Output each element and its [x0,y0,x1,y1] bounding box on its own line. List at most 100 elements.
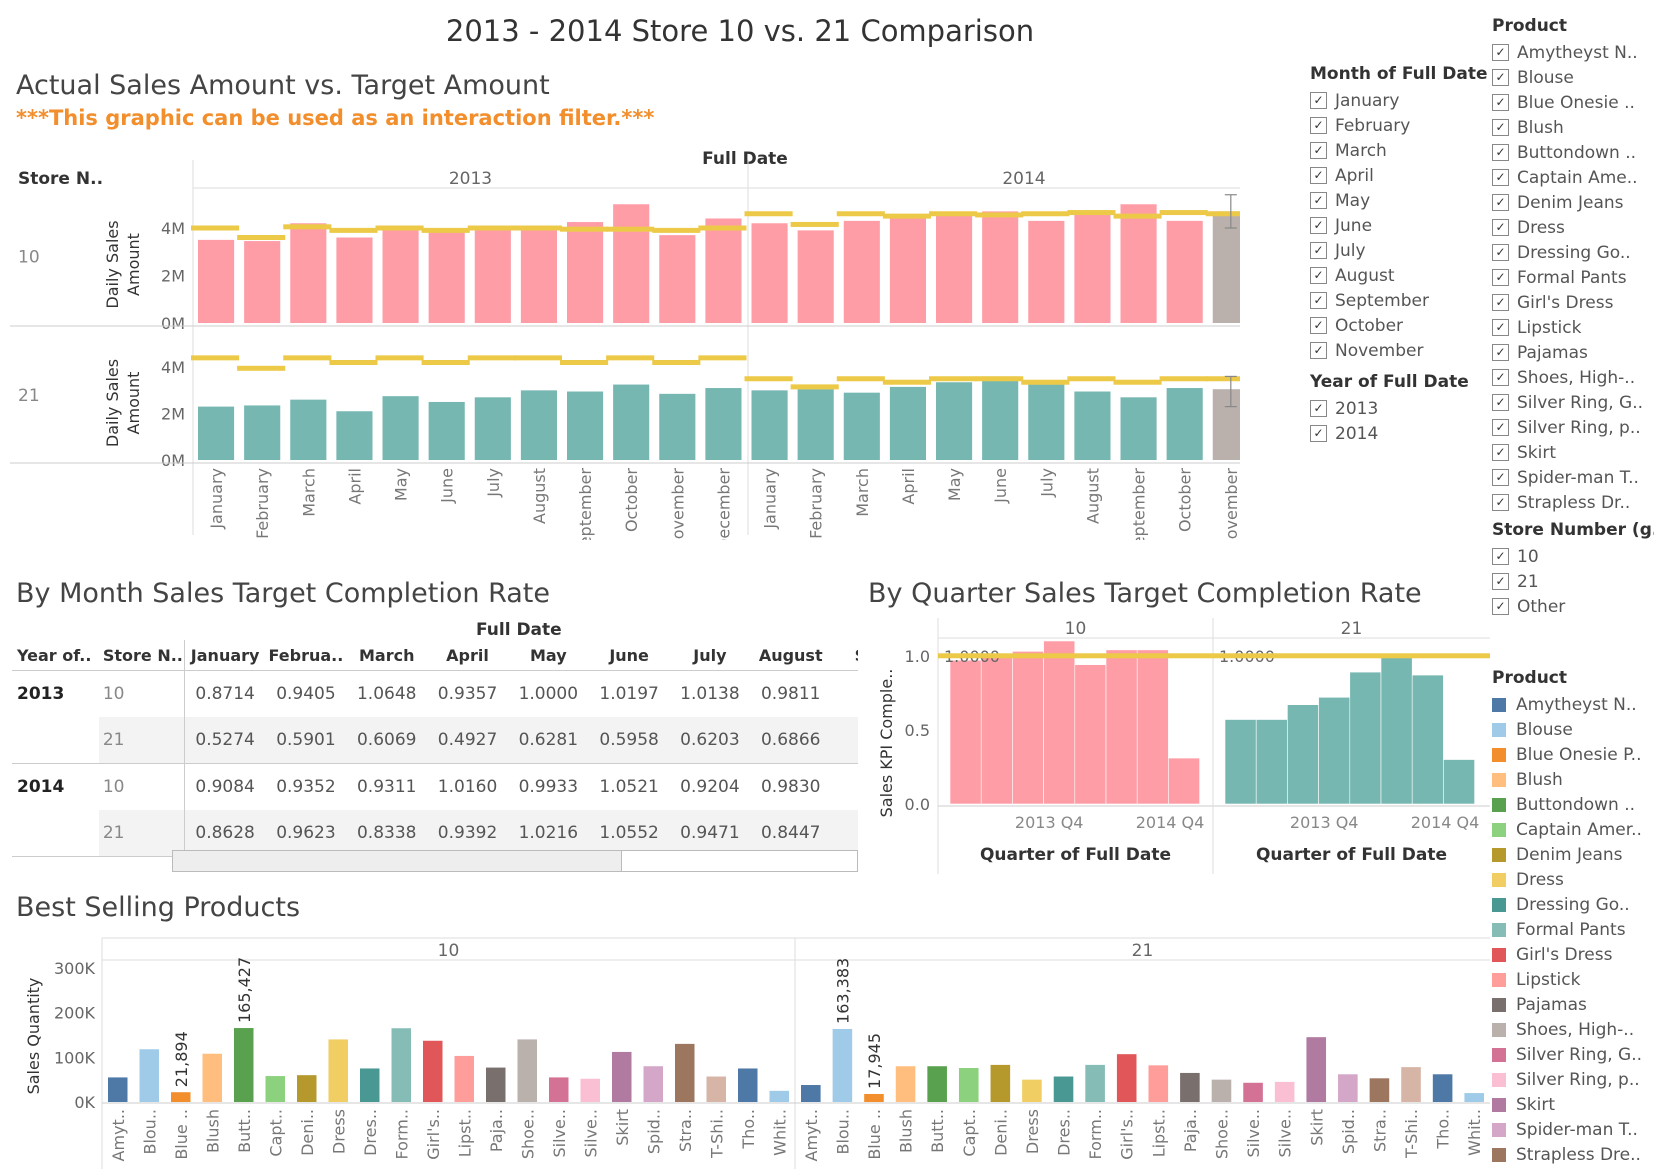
checkbox-checked-icon[interactable]: ✓ [1492,194,1509,211]
checkbox-checked-icon[interactable]: ✓ [1492,573,1509,590]
checkbox-checked-icon[interactable]: ✓ [1310,167,1327,184]
month-filter-option[interactable]: ✓ January [1310,88,1485,113]
product-filter-option[interactable]: ✓ Blouse [1492,65,1654,90]
product-filter-option[interactable]: ✓ Lipstick [1492,315,1654,340]
product-filter-option[interactable]: ✓ Dressing Go.. [1492,240,1654,265]
table-horizontal-scrollbar[interactable] [172,850,858,872]
checkbox-checked-icon[interactable]: ✓ [1310,217,1327,234]
checkbox-checked-icon[interactable]: ✓ [1492,294,1509,311]
store-filter[interactable]: Store Number (g.. ✓ 10 ✓ 21 ✓ Other [1492,520,1654,619]
legend-item: Formal Pants [1492,917,1654,942]
actual-bar [1120,204,1157,323]
product-tick-label: Form.. [1086,1109,1105,1159]
checkbox-checked-icon[interactable]: ✓ [1310,192,1327,209]
quarter-x-label: Quarter of Full Date [1256,845,1447,865]
checkbox-checked-icon[interactable]: ✓ [1492,469,1509,486]
by-quarter-chart[interactable]: Sales KPI Comple..0.00.51.0101.00002013 … [870,618,1490,880]
checkbox-checked-icon[interactable]: ✓ [1492,69,1509,86]
checkbox-checked-icon[interactable]: ✓ [1492,369,1509,386]
product-filter-option[interactable]: ✓ Spider-man T.. [1492,465,1654,490]
checkbox-checked-icon[interactable]: ✓ [1310,292,1327,309]
quarter-bar [1411,674,1444,805]
product-filter-option[interactable]: ✓ Denim Jeans [1492,190,1654,215]
checkbox-checked-icon[interactable]: ✓ [1492,119,1509,136]
checkbox-checked-icon[interactable]: ✓ [1310,142,1327,159]
month-filter-option[interactable]: ✓ April [1310,163,1485,188]
checkbox-checked-icon[interactable]: ✓ [1492,394,1509,411]
scrollbar-thumb[interactable] [173,851,622,871]
checkbox-checked-icon[interactable]: ✓ [1492,319,1509,336]
checkbox-checked-icon[interactable]: ✓ [1492,44,1509,61]
legend-swatch [1492,897,1506,912]
month-filter-option[interactable]: ✓ June [1310,213,1485,238]
product-filter-option[interactable]: ✓ Pajamas [1492,340,1654,365]
checkbox-checked-icon[interactable]: ✓ [1310,267,1327,284]
month-filter-option[interactable]: ✓ October [1310,313,1485,338]
product-filter-option[interactable]: ✓ Silver Ring, G.. [1492,390,1654,415]
checkbox-checked-icon[interactable]: ✓ [1310,242,1327,259]
store-filter-option[interactable]: ✓ Other [1492,594,1654,619]
month-filter-option-label: February [1335,115,1411,136]
checkbox-checked-icon[interactable]: ✓ [1492,244,1509,261]
month-filter[interactable]: Month of Full Date ✓ January ✓ February ✓ Marc… [1310,64,1488,363]
product-filter-option[interactable]: ✓ Skirt [1492,440,1654,465]
checkbox-checked-icon[interactable]: ✓ [1492,219,1509,236]
product-filter-option[interactable]: ✓ Girl's Dress [1492,290,1654,315]
product-filter-option[interactable]: ✓ Captain Ame.. [1492,165,1654,190]
rate-cell: 0.5274 [184,717,266,764]
actual-vs-target-chart[interactable]: Full Date Store N.. 2013 2014 10 Daily Sales A… [0,140,1240,540]
year-filter-option[interactable]: ✓ 2013 [1310,396,1485,421]
product-filter-option[interactable]: ✓ Blue Onesie .. [1492,90,1654,115]
year-filter[interactable]: Year of Full Date ✓ 2013 ✓ 2014 [1310,372,1485,446]
year-filter-option[interactable]: ✓ 2014 [1310,421,1485,446]
best-panel-label: 21 [1132,941,1154,961]
checkbox-checked-icon[interactable]: ✓ [1310,342,1327,359]
product-tick-label: Girl's.. [424,1109,443,1160]
checkbox-checked-icon[interactable]: ✓ [1310,117,1327,134]
target-line [652,360,701,365]
product-filter-option[interactable]: ✓ Buttondown .. [1492,140,1654,165]
checkbox-checked-icon[interactable]: ✓ [1310,400,1327,417]
month-filter-option[interactable]: ✓ August [1310,263,1485,288]
checkbox-checked-icon[interactable]: ✓ [1310,92,1327,109]
product-filter-option[interactable]: ✓ Amytheyst N.. [1492,40,1654,65]
store-filter-option[interactable]: ✓ 21 [1492,569,1654,594]
product-filter-option[interactable]: ✓ Blush [1492,115,1654,140]
dashboard-title: 2013 - 2014 Store 10 vs. 21 Comparison [445,14,1035,48]
by-month-table-wrap[interactable]: Full Date Year of.. Store N.. January Febru… [12,620,858,882]
checkbox-checked-icon[interactable]: ✓ [1492,169,1509,186]
product-tick-label: Lipst.. [455,1109,474,1157]
checkbox-checked-icon[interactable]: ✓ [1310,425,1327,442]
checkbox-checked-icon[interactable]: ✓ [1492,444,1509,461]
product-filter-option[interactable]: ✓ Dress [1492,215,1654,240]
product-filter-option[interactable]: ✓ Silver Ring, p.. [1492,415,1654,440]
legend-swatch [1492,797,1506,812]
y-tick-label: 0M [161,314,185,333]
month-filter-option[interactable]: ✓ July [1310,238,1485,263]
product-filter-option[interactable]: ✓ Shoes, High-.. [1492,365,1654,390]
checkbox-checked-icon[interactable]: ✓ [1492,94,1509,111]
actual-bar [1212,389,1240,460]
product-filter[interactable]: Product ✓ Amytheyst N.. ✓ Blouse ✓ Blue Onesie… [1492,16,1654,515]
checkbox-checked-icon[interactable]: ✓ [1492,269,1509,286]
best-selling-chart[interactable]: Sales Quantity 0K 100K 200K 300K 10 Amyt.. Blou… [0,930,1490,1169]
store-filter-option[interactable]: ✓ 10 [1492,544,1654,569]
legend-item: Blue Onesie P.. [1492,742,1654,767]
product-filter-option[interactable]: ✓ Strapless Dr.. [1492,490,1654,515]
checkbox-checked-icon[interactable]: ✓ [1310,317,1327,334]
product-filter-option[interactable]: ✓ Formal Pants [1492,265,1654,290]
checkbox-checked-icon[interactable]: ✓ [1492,419,1509,436]
product-bar [234,1028,254,1102]
actual-bar [982,211,1019,323]
month-filter-option[interactable]: ✓ May [1310,188,1485,213]
checkbox-checked-icon[interactable]: ✓ [1492,548,1509,565]
checkbox-checked-icon[interactable]: ✓ [1492,144,1509,161]
checkbox-checked-icon[interactable]: ✓ [1492,598,1509,615]
month-filter-option[interactable]: ✓ November [1310,338,1485,363]
month-filter-option[interactable]: ✓ February [1310,113,1485,138]
checkbox-checked-icon[interactable]: ✓ [1492,494,1509,511]
store-cell: 10 [98,670,185,717]
month-filter-option[interactable]: ✓ September [1310,288,1485,313]
checkbox-checked-icon[interactable]: ✓ [1492,344,1509,361]
month-filter-option[interactable]: ✓ March [1310,138,1485,163]
